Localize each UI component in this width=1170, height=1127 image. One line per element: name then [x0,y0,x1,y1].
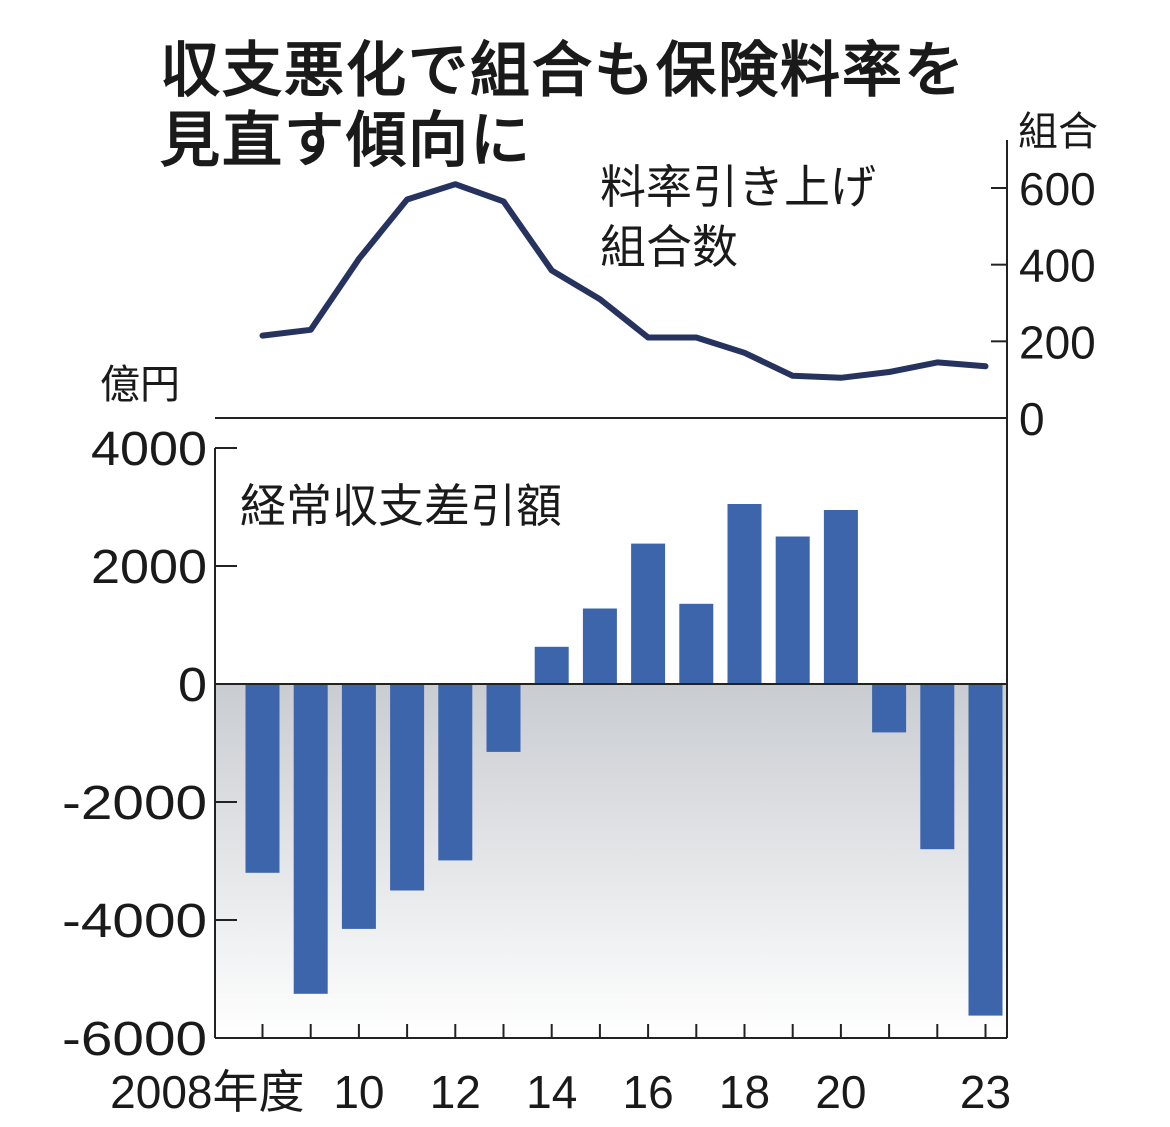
bar-2008 [245,684,280,873]
line-point-2011 [405,198,409,201]
bar-2013 [486,684,521,752]
line-y-unit-label: 組合 [1018,109,1098,155]
line-point-2016 [646,336,650,339]
bar-2009 [293,684,328,994]
x-tick-label-2014: 14 [526,1066,577,1118]
line-point-2014 [550,268,554,272]
line-point-2009 [309,328,313,332]
bar-y-tick-label-0: 0 [178,659,207,712]
line-series-label-line-1: 料率引き上げ [600,160,876,214]
bar-2020 [823,510,858,684]
bar-2011 [390,684,425,891]
line-point-2015 [598,297,602,301]
x-tick-label-2018: 18 [719,1066,770,1118]
x-tick-label-2023: 23 [960,1066,1011,1118]
x-tick-label-2008: 2008年度 [110,1066,304,1118]
x-tick-label-2016: 16 [623,1066,674,1118]
bar-2017 [679,603,714,684]
line-point-2023 [984,364,987,368]
line-point-2018 [743,351,746,355]
bar-2015 [582,608,617,684]
x-tick-label-2020: 20 [815,1066,866,1118]
line-point-2013 [502,199,505,203]
bar-2021 [872,684,907,733]
line-point-2021 [887,370,891,374]
line-series-label-line-2: 組合数 [600,220,738,274]
line-series-path [259,181,989,381]
bar-y-tick-label-4000: 4000 [91,423,207,476]
bar-2023 [968,684,1003,1016]
bar-2016 [631,543,666,684]
line-point-2019 [791,374,795,378]
line-point-2020 [839,376,843,380]
x-tick-label-2012: 12 [430,1066,481,1118]
bar-y-tick-label--4000: -4000 [62,895,207,948]
line-y-tick-label-600: 600 [1019,163,1096,215]
bar-2018 [727,504,762,684]
bar-2010 [341,684,376,929]
line-point-2010 [357,257,361,261]
line-y-tick-label-200: 200 [1019,316,1096,368]
bar-y-tick-label-2000: 2000 [91,541,207,594]
x-tick-label-2010: 10 [333,1066,384,1118]
bar-2019 [775,536,810,684]
bar-series-label: 経常収支差引額 [240,479,562,533]
line-point-2012 [453,182,457,186]
bar-y-tick-label--6000: -6000 [62,1013,207,1066]
chart-title-line-2: 見直す傾向に [160,106,532,176]
bar-2012 [438,684,473,861]
bar-2014 [534,646,569,684]
bar-2022 [920,684,955,850]
negative-region-shade [215,684,1007,1038]
bar-y-unit-label: 億円 [100,362,180,408]
bar-y-tick-label--2000: -2000 [62,777,207,830]
line-point-2022 [935,360,939,364]
line-point-2008 [261,334,264,338]
line-point-2017 [694,336,698,339]
line-y-tick-label-0: 0 [1019,393,1045,445]
chart-title-line-1: 収支悪化で組合も保険料率を [160,36,966,106]
line-y-tick-label-400: 400 [1019,240,1096,292]
